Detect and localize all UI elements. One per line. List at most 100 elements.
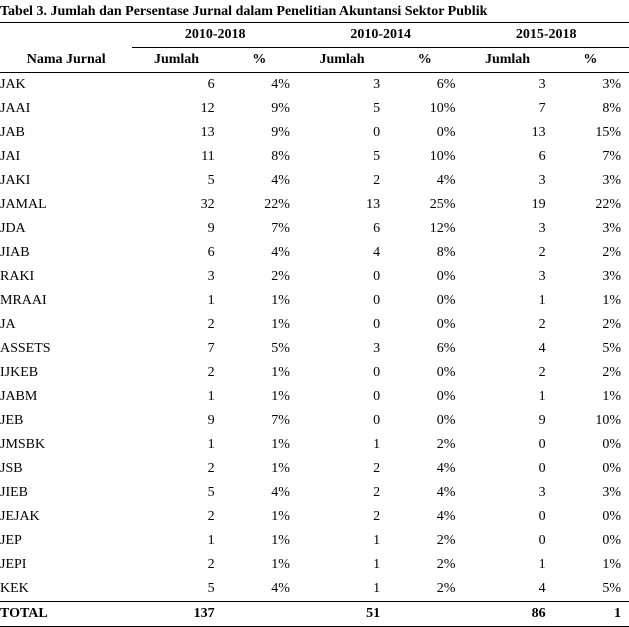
p2-pct: 0%	[386, 409, 463, 433]
p3-count: 2	[463, 313, 551, 337]
p1-pct: 1%	[221, 289, 298, 313]
p3-count: 3	[463, 169, 551, 193]
table-row: KEK54%12%45%	[0, 577, 629, 602]
journal-name: IJKEB	[0, 361, 132, 385]
p3-pct-header: %	[552, 48, 629, 73]
p1-pct: 1%	[221, 505, 298, 529]
p3-count: 4	[463, 577, 551, 602]
table-row: JAB139%00%1315%	[0, 121, 629, 145]
p2-count-header: Jumlah	[298, 48, 386, 73]
table-row: JEPI21%12%11%	[0, 553, 629, 577]
p1-pct: 9%	[221, 97, 298, 121]
p3-pct: 10%	[552, 409, 629, 433]
p2-pct: 0%	[386, 265, 463, 289]
journal-name: JEP	[0, 529, 132, 553]
journal-name: MRAAI	[0, 289, 132, 313]
p3-pct: 3%	[552, 169, 629, 193]
p1-pct: 4%	[221, 241, 298, 265]
table-row: MRAAI11%00%11%	[0, 289, 629, 313]
table-row: JABM11%00%11%	[0, 385, 629, 409]
name-column-header: Nama Jurnal	[0, 48, 132, 73]
p1-count: 6	[132, 241, 220, 265]
p2-count: 0	[298, 385, 386, 409]
p3-count: 2	[463, 361, 551, 385]
period-3-header: 2015-2018	[463, 23, 629, 48]
p2-pct: 6%	[386, 337, 463, 361]
p2-pct: 2%	[386, 577, 463, 602]
p2-count: 2	[298, 505, 386, 529]
p2-pct: 0%	[386, 121, 463, 145]
table-row: JMSBK11%12%00%	[0, 433, 629, 457]
table-row: JAKI54%24%33%	[0, 169, 629, 193]
p1-pct: 1%	[221, 433, 298, 457]
p1-count: 5	[132, 169, 220, 193]
p2-pct: 25%	[386, 193, 463, 217]
p1-count: 9	[132, 217, 220, 241]
p1-count: 12	[132, 97, 220, 121]
p2-count: 0	[298, 121, 386, 145]
journal-name: JAKI	[0, 169, 132, 193]
p1-pct: 4%	[221, 169, 298, 193]
p2-count: 2	[298, 457, 386, 481]
p3-pct: 3%	[552, 217, 629, 241]
p1-pct: 4%	[221, 73, 298, 98]
journal-name: JAK	[0, 73, 132, 98]
p1-count: 7	[132, 337, 220, 361]
p3-count: 0	[463, 505, 551, 529]
journal-name: JEPI	[0, 553, 132, 577]
p3-count: 7	[463, 97, 551, 121]
p2-pct: 0%	[386, 385, 463, 409]
p2-count: 0	[298, 265, 386, 289]
p2-pct: 2%	[386, 433, 463, 457]
journal-name: JAB	[0, 121, 132, 145]
p2-count: 1	[298, 529, 386, 553]
p3-pct: 7%	[552, 145, 629, 169]
p2-count: 2	[298, 481, 386, 505]
journal-name: JAAI	[0, 97, 132, 121]
table-row: JEB97%00%910%	[0, 409, 629, 433]
p2-pct: 4%	[386, 169, 463, 193]
p1-pct: 22%	[221, 193, 298, 217]
journal-name: JEB	[0, 409, 132, 433]
table-row: JAI118%510%67%	[0, 145, 629, 169]
table-row: JAAI129%510%78%	[0, 97, 629, 121]
p3-count: 1	[463, 385, 551, 409]
p2-count: 2	[298, 169, 386, 193]
p2-count: 1	[298, 577, 386, 602]
p2-count: 4	[298, 241, 386, 265]
p3-pct: 0%	[552, 433, 629, 457]
p3-pct: 1%	[552, 289, 629, 313]
header-blank	[0, 23, 132, 48]
p3-count: 3	[463, 73, 551, 98]
table-row: JEP11%12%00%	[0, 529, 629, 553]
p2-count: 5	[298, 145, 386, 169]
p2-pct: 10%	[386, 97, 463, 121]
p2-pct: 4%	[386, 457, 463, 481]
journal-name: JSB	[0, 457, 132, 481]
p1-pct: 5%	[221, 337, 298, 361]
period-1-header: 2010-2018	[132, 23, 298, 48]
p3-pct: 3%	[552, 265, 629, 289]
p1-pct: 1%	[221, 457, 298, 481]
p1-pct: 1%	[221, 313, 298, 337]
table-row: IJKEB21%00%22%	[0, 361, 629, 385]
journal-name: ASSETS	[0, 337, 132, 361]
table-row: JIEB54%24%33%	[0, 481, 629, 505]
p3-count: 0	[463, 433, 551, 457]
p1-pct: 7%	[221, 217, 298, 241]
p1-count: 5	[132, 577, 220, 602]
p3-count-header: Jumlah	[463, 48, 551, 73]
journal-name: KEK	[0, 577, 132, 602]
p1-count: 1	[132, 289, 220, 313]
p3-count: 0	[463, 457, 551, 481]
total-row: TOTAL13751861	[0, 602, 629, 627]
p3-count: 2	[463, 241, 551, 265]
p1-pct-header: %	[221, 48, 298, 73]
p3-count: 1	[463, 553, 551, 577]
p1-pct: 4%	[221, 577, 298, 602]
p3-pct: 3%	[552, 481, 629, 505]
p1-count: 11	[132, 145, 220, 169]
p3-count: 0	[463, 529, 551, 553]
p2-pct: 2%	[386, 529, 463, 553]
p3-pct: 2%	[552, 241, 629, 265]
